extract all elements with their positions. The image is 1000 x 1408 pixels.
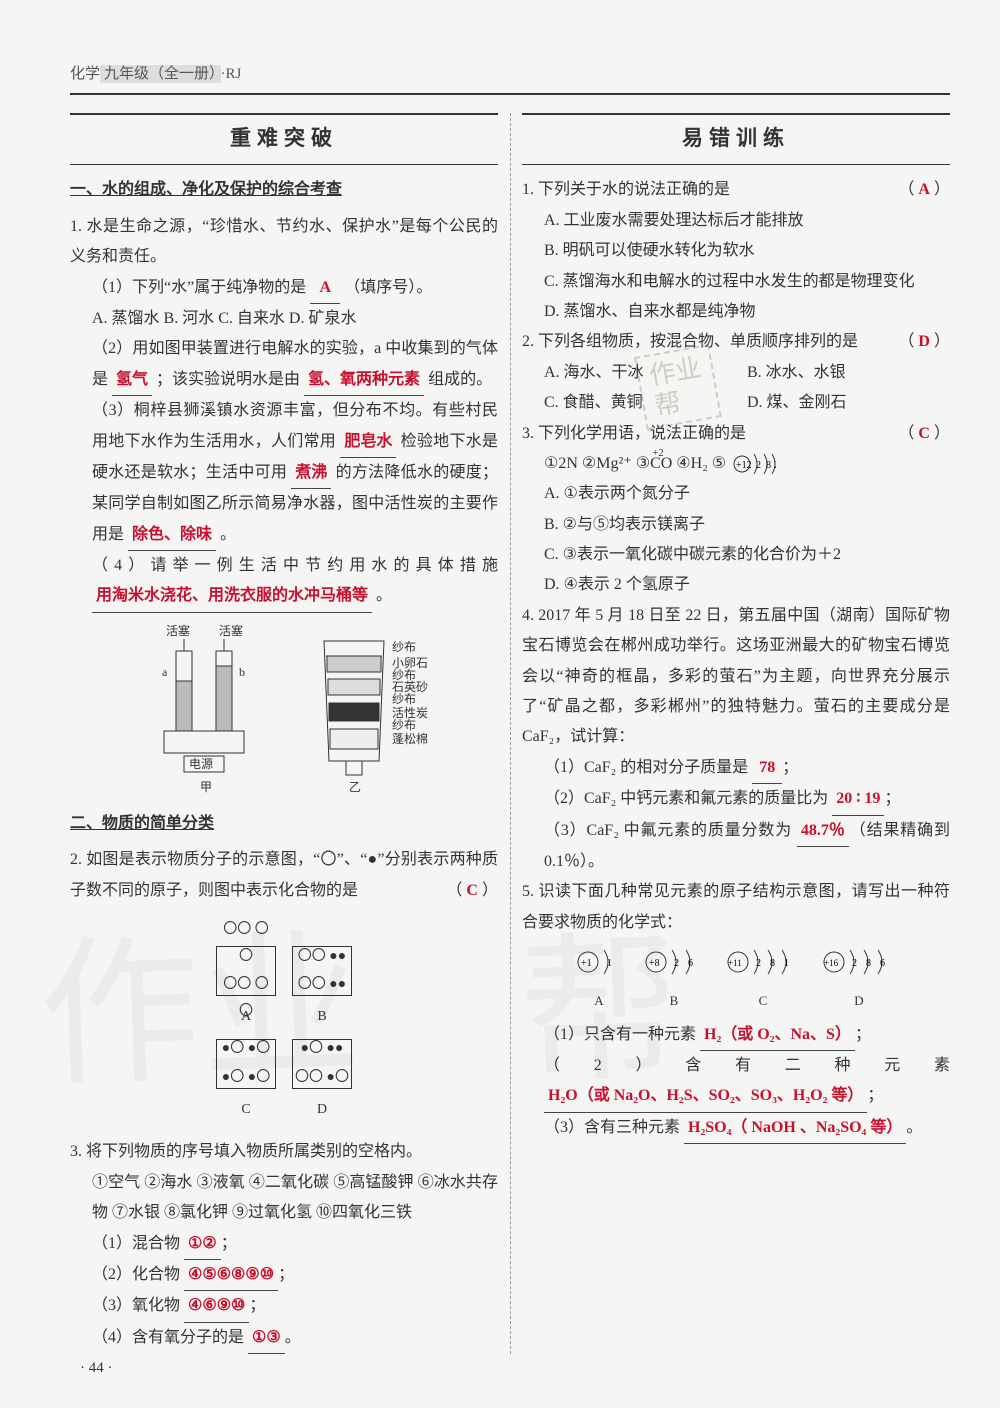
- atom-D: +16286 D: [820, 944, 898, 1013]
- rq3-items: ①2N ②Mg²⁺ ③+2CO ④H₂ ⑤ +12 2 8 2: [522, 449, 950, 479]
- page-number: · 44 ·: [80, 1354, 113, 1383]
- svg-text:纱布: 纱布: [392, 718, 416, 732]
- svg-text:8: 8: [866, 958, 871, 969]
- rq3: 3. 下列化学用语，说法正确的是 （ C ）: [522, 419, 950, 449]
- svg-text:8: 8: [766, 460, 771, 471]
- label-yi: 乙: [349, 780, 361, 794]
- q1-3-ans1: 肥皂水: [340, 427, 396, 458]
- svg-text:6: 6: [880, 958, 885, 969]
- q3-4: （4）含有氧分子的是 ①③。: [70, 1323, 498, 1354]
- rq3-B: B. ②与⑤均表示镁离子: [522, 510, 950, 540]
- column-divider: [510, 113, 511, 1355]
- q3-2: （2）化合物 ④⑤⑥⑧⑨⑩；: [70, 1260, 498, 1291]
- rq2-C: C. 食醋、黄铜: [544, 388, 747, 418]
- q1-2-ans2: 氢、氧两种元素: [304, 365, 424, 396]
- mol-D: ●〇 ●●〇〇 ●〇: [292, 1039, 352, 1089]
- right-title: 易错训练: [522, 113, 950, 166]
- q1-2-ans1: 氢气: [112, 365, 152, 396]
- svg-text:纱布: 纱布: [392, 640, 416, 654]
- q3-3: （3）氧化物 ④⑥⑨⑩；: [70, 1291, 498, 1322]
- right-column: 易错训练 1. 下列关于水的说法正确的是 （ A ） A. 工业废水需要处理达标…: [522, 113, 950, 1355]
- rq4-3: （3）CaF₂ 中氟元素的质量分数为 48.7％（结果精确到 0.1％）。: [522, 816, 950, 878]
- svg-text:+8: +8: [649, 958, 660, 969]
- q1-2: （2）用如图甲装置进行电解水的实验，a 中收集到的气体是 氢气 ；该实验说明水是…: [70, 334, 498, 396]
- rq2: 2. 下列各组物质，按混合物、单质顺序排列的是 （ D ）: [522, 327, 950, 357]
- rq2-D: D. 煤、金刚石: [747, 388, 950, 418]
- atom-B: +826 B: [642, 944, 706, 1013]
- q1-4-ans: 用淘米水浇花、用洗衣服的水冲马桶等: [92, 581, 372, 612]
- svg-text:活塞: 活塞: [219, 623, 243, 638]
- grade-box: 九年级（全一册）: [100, 65, 221, 83]
- rq5-1: （1）只含有一种元素 H₂（或 O₂、Na、S）；: [522, 1020, 950, 1051]
- q1-4: （4）请举一例生活中节约用水的具体措施 用淘米水浇花、用洗衣服的水冲马桶等 。: [70, 551, 498, 613]
- s1-heading: 一、水的组成、净化及保护的综合考查: [70, 175, 498, 205]
- q1-3: （3）桐梓县狮溪镇水资源丰富，但分布不均。有些村民用地下水作为生活用水，人们常用…: [70, 396, 498, 551]
- svg-text:纱布: 纱布: [392, 692, 416, 706]
- label-jia: 甲: [200, 780, 212, 794]
- q3-1: （1）混合物 ①②；: [70, 1229, 498, 1260]
- s2-heading: 二、物质的简单分类: [70, 809, 498, 839]
- label-stopcock: 活塞: [166, 623, 190, 638]
- q1-3-ans2: 煮沸: [291, 458, 331, 489]
- svg-text:2: 2: [756, 958, 761, 969]
- svg-text:+11: +11: [728, 958, 742, 968]
- electrolysis-diagram: 活塞 活塞 a b 电源 甲 纱布 小卵石: [70, 621, 498, 801]
- rq3-D: D. ④表示 2 个氢原子: [522, 570, 950, 600]
- svg-text:1: 1: [607, 958, 612, 969]
- rq3-C: C. ③表示一氧化碳中碳元素的化合价为＋2: [522, 540, 950, 570]
- svg-text:2: 2: [852, 958, 857, 969]
- rq2-A: A. 海水、干冰: [544, 358, 747, 388]
- label-power: 电源: [189, 757, 213, 771]
- rq1: 1. 下列关于水的说法正确的是 （ A ）: [522, 175, 950, 205]
- svg-text:6: 6: [688, 958, 693, 969]
- q1-1: （1）下列“水”属于纯净物的是 A （填序号）。: [70, 273, 498, 304]
- rq4-1: （1）CaF₂ 的相对分子质量是 78；: [522, 753, 950, 784]
- svg-text:8: 8: [770, 958, 775, 969]
- molecule-diagram: 〇〇 〇〇〇〇 〇〇 〇〇 ●●〇〇 ●● A B ●〇 ●〇●〇 ●〇 ●〇 …: [70, 914, 498, 1129]
- page-header: 化学九年级（全一册）·RJ: [70, 60, 950, 95]
- q1-1-ans: A: [310, 273, 340, 304]
- q1-3-ans3: 除色、除味: [128, 520, 216, 551]
- q1-1-opts: A. 蒸馏水 B. 河水 C. 自来水 D. 矿泉水: [70, 304, 498, 334]
- rq1-C: C. 蒸馏海水和电解水的过程中水发生的都是物理变化: [522, 267, 950, 297]
- mol-B: 〇〇 ●●〇〇 ●●: [292, 946, 352, 996]
- q2: 2. 如图是表示物质分子的示意图，“〇”、“●”分别表示两种质子数不同的原子，则…: [70, 845, 498, 906]
- rq1-A: A. 工业废水需要处理达标后才能排放: [522, 206, 950, 236]
- svg-text:1: 1: [784, 958, 789, 969]
- series: ·RJ: [221, 66, 242, 82]
- atom-12: +12 2 8 2: [730, 450, 776, 478]
- rq5-3: （3）含有三种元素 H₂SO₄（ NaOH 、Na₂SO₄ 等）。: [522, 1113, 950, 1144]
- rq4-2: （2）CaF₂ 中钙元素和氟元素的质量比为 20 ∶ 19；: [522, 784, 950, 815]
- atom-C: +11281 C: [724, 944, 802, 1013]
- rq1-B: B. 明矾可以使硬水转化为软水: [522, 236, 950, 266]
- rq1-D: D. 蒸馏水、自来水都是纯净物: [522, 297, 950, 327]
- rq5: 5. 识读下面几种常见元素的原子结构示意图，请写出一种符合要求物质的化学式：: [522, 877, 950, 938]
- svg-text:2: 2: [774, 460, 776, 471]
- q2-ans: C: [466, 882, 478, 899]
- mol-A: 〇〇 〇〇〇〇 〇〇: [216, 946, 276, 996]
- svg-text:+1: +1: [581, 958, 592, 969]
- svg-text:a: a: [162, 665, 168, 679]
- atom-structures: +11 A +826 B +11281 C +16286 D: [522, 944, 950, 1013]
- svg-text:+16: +16: [824, 958, 839, 968]
- left-column: 重难突破 一、水的组成、净化及保护的综合考查 1. 水是生命之源，“珍惜水、节约…: [70, 113, 498, 1355]
- svg-text:2: 2: [674, 958, 679, 969]
- svg-text:蓬松棉: 蓬松棉: [392, 732, 428, 746]
- svg-text:+12: +12: [736, 460, 752, 471]
- rq5-2: （2）含有二种元素 H₂O（或 Na₂O、H₂S、SO₂、SO₃、H₂O₂ 等）…: [522, 1051, 950, 1113]
- atom-A: +11 A: [574, 944, 624, 1013]
- svg-text:2: 2: [756, 460, 761, 471]
- q3-items: ①空气 ②海水 ③液氧 ④二氧化碳 ⑤高锰酸钾 ⑥冰水共存物 ⑦水银 ⑧氯化钾 …: [70, 1168, 498, 1229]
- svg-text:b: b: [239, 665, 245, 679]
- rq3-A: A. ①表示两个氮分子: [522, 479, 950, 509]
- mol-C: ●〇 ●〇●〇 ●〇: [216, 1039, 276, 1089]
- left-title: 重难突破: [70, 113, 498, 166]
- q1-intro: 1. 水是生命之源，“珍惜水、节约水、保护水”是每个公民的义务和责任。: [70, 212, 498, 273]
- subject: 化学: [70, 66, 100, 82]
- rq2-B: B. 冰水、水银: [747, 358, 950, 388]
- q3: 3. 将下列物质的序号填入物质所属类别的空格内。: [70, 1137, 498, 1167]
- rq4: 4. 2017 年 5 月 18 日至 22 日，第五届中国（湖南）国际矿物宝石…: [522, 601, 950, 753]
